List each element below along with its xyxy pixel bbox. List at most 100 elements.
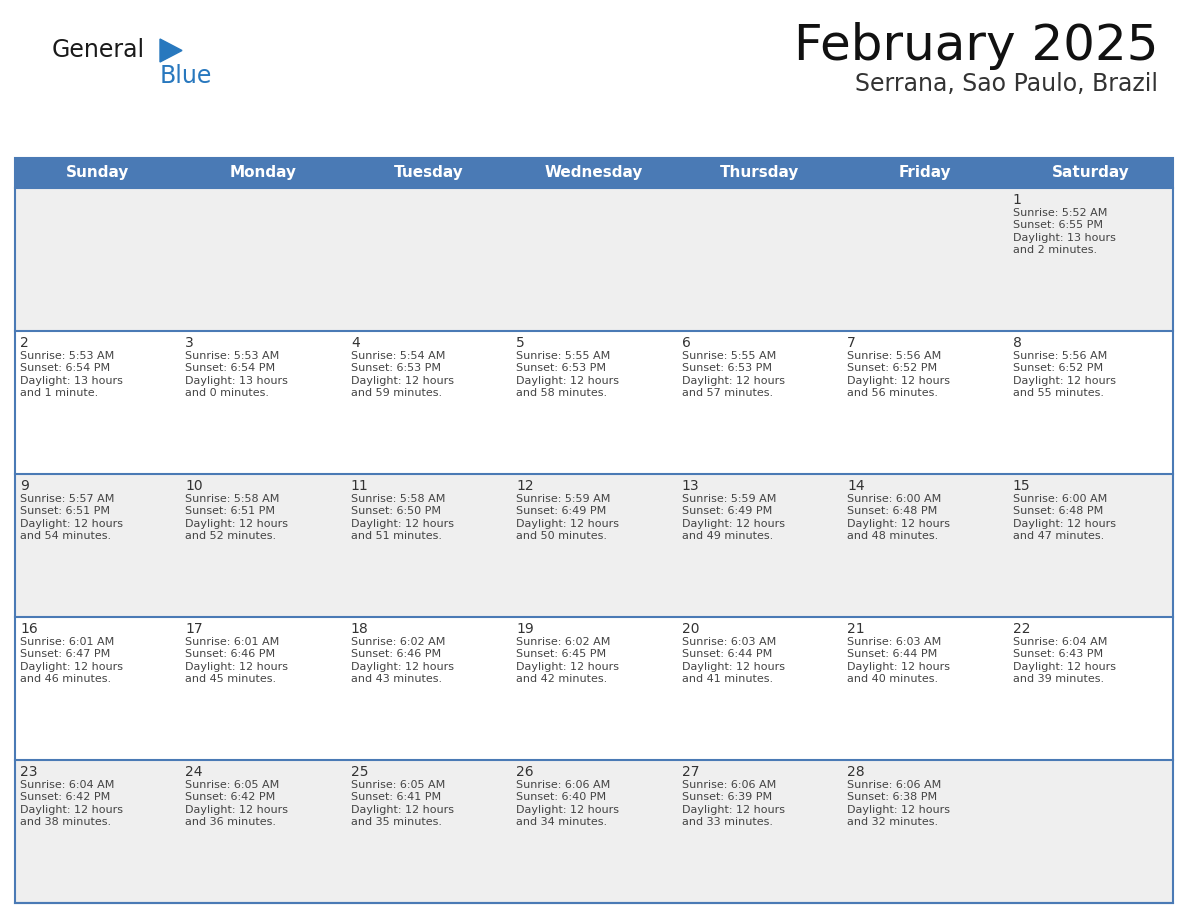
- Text: Thursday: Thursday: [720, 165, 800, 181]
- Text: Sunset: 6:44 PM: Sunset: 6:44 PM: [847, 649, 937, 659]
- Text: Sunrise: 5:56 AM: Sunrise: 5:56 AM: [1012, 351, 1107, 361]
- Text: Sunrise: 5:57 AM: Sunrise: 5:57 AM: [20, 494, 114, 504]
- Text: Tuesday: Tuesday: [393, 165, 463, 181]
- Text: 22: 22: [1012, 622, 1030, 636]
- Text: Saturday: Saturday: [1051, 165, 1129, 181]
- Text: Sunset: 6:44 PM: Sunset: 6:44 PM: [682, 649, 772, 659]
- Text: Sunset: 6:50 PM: Sunset: 6:50 PM: [350, 507, 441, 517]
- Text: 15: 15: [1012, 479, 1030, 493]
- Text: Daylight: 12 hours: Daylight: 12 hours: [847, 519, 950, 529]
- Text: Sunset: 6:43 PM: Sunset: 6:43 PM: [1012, 649, 1102, 659]
- Text: Sunrise: 6:02 AM: Sunrise: 6:02 AM: [517, 637, 611, 647]
- Text: Sunrise: 5:52 AM: Sunrise: 5:52 AM: [1012, 208, 1107, 218]
- Text: Sunset: 6:39 PM: Sunset: 6:39 PM: [682, 792, 772, 802]
- Text: Sunset: 6:52 PM: Sunset: 6:52 PM: [847, 364, 937, 374]
- Text: and 52 minutes.: and 52 minutes.: [185, 532, 277, 542]
- Bar: [15, 188, 1173, 331]
- Text: and 58 minutes.: and 58 minutes.: [517, 388, 607, 398]
- Text: and 43 minutes.: and 43 minutes.: [350, 674, 442, 684]
- Text: Sunset: 6:42 PM: Sunset: 6:42 PM: [185, 792, 276, 802]
- Text: and 38 minutes.: and 38 minutes.: [20, 817, 112, 827]
- Text: Sunrise: 6:05 AM: Sunrise: 6:05 AM: [185, 780, 279, 790]
- Text: and 51 minutes.: and 51 minutes.: [350, 532, 442, 542]
- Text: and 34 minutes.: and 34 minutes.: [517, 817, 607, 827]
- Text: Daylight: 12 hours: Daylight: 12 hours: [350, 662, 454, 672]
- Text: Daylight: 12 hours: Daylight: 12 hours: [1012, 375, 1116, 386]
- Text: Sunset: 6:53 PM: Sunset: 6:53 PM: [517, 364, 606, 374]
- Text: Daylight: 12 hours: Daylight: 12 hours: [682, 805, 785, 815]
- Text: and 46 minutes.: and 46 minutes.: [20, 674, 112, 684]
- Bar: [15, 617, 1173, 760]
- Text: 11: 11: [350, 479, 368, 493]
- Text: Sunset: 6:48 PM: Sunset: 6:48 PM: [847, 507, 937, 517]
- Text: Daylight: 12 hours: Daylight: 12 hours: [682, 662, 785, 672]
- Text: Daylight: 12 hours: Daylight: 12 hours: [20, 519, 124, 529]
- Text: Sunset: 6:45 PM: Sunset: 6:45 PM: [517, 649, 606, 659]
- Text: Daylight: 12 hours: Daylight: 12 hours: [350, 805, 454, 815]
- Text: Daylight: 12 hours: Daylight: 12 hours: [185, 519, 289, 529]
- Text: Daylight: 12 hours: Daylight: 12 hours: [517, 375, 619, 386]
- Text: and 35 minutes.: and 35 minutes.: [350, 817, 442, 827]
- Text: Sunrise: 6:04 AM: Sunrise: 6:04 AM: [20, 780, 114, 790]
- Text: and 32 minutes.: and 32 minutes.: [847, 817, 939, 827]
- Text: Daylight: 12 hours: Daylight: 12 hours: [847, 375, 950, 386]
- Text: Sunrise: 5:53 AM: Sunrise: 5:53 AM: [185, 351, 279, 361]
- Text: and 45 minutes.: and 45 minutes.: [185, 674, 277, 684]
- Text: 7: 7: [847, 336, 855, 350]
- Text: Daylight: 12 hours: Daylight: 12 hours: [185, 805, 289, 815]
- Text: Monday: Monday: [229, 165, 297, 181]
- Text: 14: 14: [847, 479, 865, 493]
- Text: and 47 minutes.: and 47 minutes.: [1012, 532, 1104, 542]
- Text: Sunrise: 5:55 AM: Sunrise: 5:55 AM: [682, 351, 776, 361]
- Text: 6: 6: [682, 336, 690, 350]
- Text: Blue: Blue: [160, 64, 213, 88]
- Text: Daylight: 12 hours: Daylight: 12 hours: [847, 805, 950, 815]
- Text: Daylight: 12 hours: Daylight: 12 hours: [682, 375, 785, 386]
- Text: Sunset: 6:38 PM: Sunset: 6:38 PM: [847, 792, 937, 802]
- Text: Sunrise: 5:58 AM: Sunrise: 5:58 AM: [185, 494, 280, 504]
- Text: Daylight: 12 hours: Daylight: 12 hours: [350, 375, 454, 386]
- Text: and 40 minutes.: and 40 minutes.: [847, 674, 939, 684]
- Text: Daylight: 12 hours: Daylight: 12 hours: [682, 519, 785, 529]
- Text: Sunrise: 5:54 AM: Sunrise: 5:54 AM: [350, 351, 446, 361]
- Text: Sunset: 6:41 PM: Sunset: 6:41 PM: [350, 792, 441, 802]
- Text: and 0 minutes.: and 0 minutes.: [185, 388, 270, 398]
- Text: 13: 13: [682, 479, 700, 493]
- Text: Daylight: 12 hours: Daylight: 12 hours: [847, 662, 950, 672]
- Text: Daylight: 12 hours: Daylight: 12 hours: [20, 805, 124, 815]
- Text: Serrana, Sao Paulo, Brazil: Serrana, Sao Paulo, Brazil: [855, 72, 1158, 96]
- Text: Daylight: 12 hours: Daylight: 12 hours: [517, 519, 619, 529]
- Text: Sunrise: 6:00 AM: Sunrise: 6:00 AM: [1012, 494, 1107, 504]
- Text: Sunrise: 6:03 AM: Sunrise: 6:03 AM: [847, 637, 941, 647]
- Text: and 41 minutes.: and 41 minutes.: [682, 674, 773, 684]
- Text: Daylight: 12 hours: Daylight: 12 hours: [185, 662, 289, 672]
- Text: 1: 1: [1012, 193, 1022, 207]
- Text: Sunset: 6:49 PM: Sunset: 6:49 PM: [517, 507, 607, 517]
- Bar: [15, 760, 1173, 903]
- Text: Sunrise: 6:03 AM: Sunrise: 6:03 AM: [682, 637, 776, 647]
- Text: Sunset: 6:49 PM: Sunset: 6:49 PM: [682, 507, 772, 517]
- Text: 26: 26: [517, 765, 533, 779]
- Text: 18: 18: [350, 622, 368, 636]
- Text: 8: 8: [1012, 336, 1022, 350]
- Text: Sunset: 6:47 PM: Sunset: 6:47 PM: [20, 649, 110, 659]
- Text: 28: 28: [847, 765, 865, 779]
- Text: Sunrise: 5:59 AM: Sunrise: 5:59 AM: [517, 494, 611, 504]
- Bar: [15, 158, 1173, 188]
- Text: Sunset: 6:51 PM: Sunset: 6:51 PM: [185, 507, 276, 517]
- Text: 20: 20: [682, 622, 700, 636]
- Text: Sunset: 6:53 PM: Sunset: 6:53 PM: [682, 364, 772, 374]
- Text: 10: 10: [185, 479, 203, 493]
- Text: Sunrise: 5:53 AM: Sunrise: 5:53 AM: [20, 351, 114, 361]
- Text: and 2 minutes.: and 2 minutes.: [1012, 245, 1097, 255]
- Text: 17: 17: [185, 622, 203, 636]
- Text: Daylight: 13 hours: Daylight: 13 hours: [1012, 233, 1116, 242]
- Text: Sunrise: 6:01 AM: Sunrise: 6:01 AM: [20, 637, 114, 647]
- Text: February 2025: February 2025: [794, 22, 1158, 70]
- Text: Sunset: 6:54 PM: Sunset: 6:54 PM: [20, 364, 110, 374]
- Text: 2: 2: [20, 336, 29, 350]
- Text: Daylight: 13 hours: Daylight: 13 hours: [185, 375, 289, 386]
- Text: and 55 minutes.: and 55 minutes.: [1012, 388, 1104, 398]
- Text: and 50 minutes.: and 50 minutes.: [517, 532, 607, 542]
- Text: Sunrise: 6:00 AM: Sunrise: 6:00 AM: [847, 494, 941, 504]
